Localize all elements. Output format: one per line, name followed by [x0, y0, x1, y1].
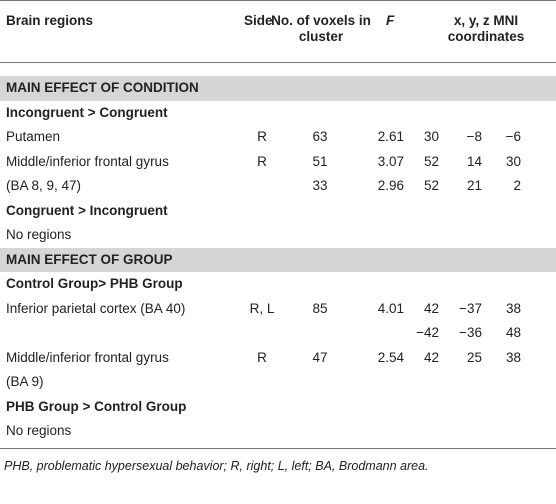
header-cell: Brain regions — [6, 13, 94, 28]
section-band — [0, 247, 556, 272]
group-title: Congruent > Incongruent — [6, 202, 168, 218]
cell: 42 — [423, 349, 439, 365]
rule — [0, 447, 556, 449]
cell: 52 — [423, 153, 439, 169]
cell: No regions — [6, 423, 72, 439]
cell: 14 — [466, 153, 482, 169]
cell: Middle/inferior frontal gyrus — [6, 153, 169, 169]
cell: −42 — [416, 325, 439, 341]
cell: −8 — [466, 129, 482, 145]
cell: 52 — [423, 178, 439, 194]
cell: 33 — [312, 178, 328, 194]
cell: 51 — [312, 153, 328, 169]
cell: Putamen — [6, 129, 61, 145]
cell: 3.07 — [377, 153, 404, 169]
cell: 42 — [423, 300, 439, 316]
cell: 21 — [466, 178, 482, 194]
cell: −6 — [505, 129, 521, 145]
cell: 63 — [312, 129, 328, 145]
rule — [0, 0, 556, 1]
cell: 25 — [466, 349, 482, 365]
cell: R, L — [249, 300, 275, 316]
header-cell: F — [386, 13, 395, 28]
cell: No regions — [6, 227, 72, 243]
cell: (BA 9) — [6, 374, 44, 390]
group-title: PHB Group > Control Group — [6, 398, 187, 414]
footnote: PHB, problematic hypersexual behavior; R… — [4, 458, 429, 473]
cell: 85 — [312, 300, 328, 316]
cell: R — [257, 129, 267, 145]
cell: 38 — [505, 300, 521, 316]
cell: 4.01 — [377, 300, 404, 316]
cell: Middle/inferior frontal gyrus — [6, 349, 169, 365]
cell: 30 — [423, 129, 439, 145]
header-cell: x, y, z MNI coordinates — [447, 13, 525, 44]
cell: 48 — [505, 325, 521, 341]
cell: −37 — [459, 300, 482, 316]
cell: 2.54 — [377, 349, 404, 365]
cell: 2.96 — [377, 178, 404, 194]
cell: R — [257, 153, 267, 169]
cell: −36 — [459, 325, 482, 341]
cell: 38 — [505, 349, 521, 365]
cell: R — [257, 349, 267, 365]
section-title: MAIN EFFECT OF GROUP — [6, 251, 173, 267]
cell: 2 — [513, 178, 521, 194]
cell: Inferior parietal cortex (BA 40) — [6, 300, 186, 316]
cell: (BA 8, 9, 47) — [6, 178, 82, 194]
header-cell: Side — [244, 13, 273, 28]
header-cell: No. of voxels in cluster — [271, 13, 371, 44]
cell: 47 — [312, 349, 328, 365]
group-title: Incongruent > Congruent — [6, 104, 168, 120]
group-title: Control Group> PHB Group — [6, 276, 183, 292]
section-band — [0, 76, 556, 101]
rule — [0, 62, 556, 63]
section-title: MAIN EFFECT OF CONDITION — [6, 80, 199, 96]
cell: 2.61 — [377, 129, 404, 145]
cell: 30 — [505, 153, 521, 169]
